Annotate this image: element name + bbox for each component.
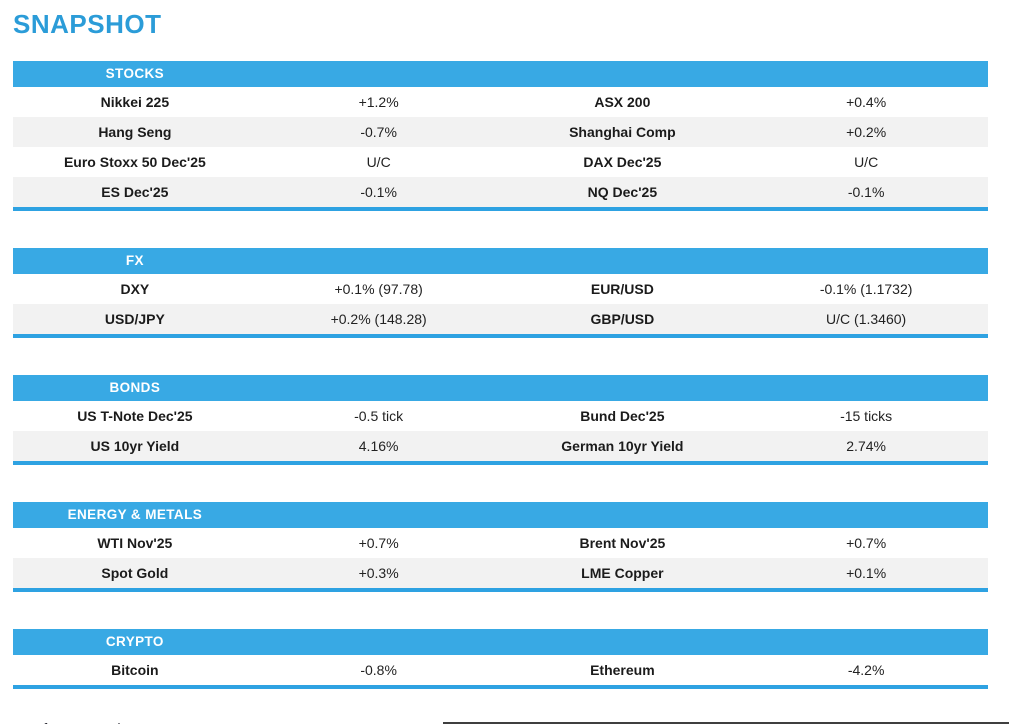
instrument-value: -0.1% (1.1732)	[819, 280, 913, 297]
instrument-value: -0.7%	[360, 123, 397, 140]
section-header: STOCKS	[13, 60, 988, 87]
table-row: WTI Nov'25 +0.7% Brent Nov'25 +0.7%	[13, 527, 988, 558]
instrument-value: +0.7%	[358, 534, 399, 551]
instrument-value: +0.2% (148.28)	[330, 310, 427, 327]
instrument-value: +0.1% (97.78)	[334, 280, 423, 297]
instrument-value: +1.2%	[358, 93, 399, 110]
market-sections: STOCKS Nikkei 225 +1.2% ASX 200 +0.4% Hang Se…	[13, 60, 988, 689]
instrument-label: Bitcoin	[111, 661, 159, 678]
instrument-label: US T-Note Dec'25	[77, 407, 193, 424]
instrument-value: 4.16%	[358, 437, 399, 454]
instrument-value: +0.4%	[846, 93, 887, 110]
instrument-value: -0.1%	[847, 183, 885, 200]
instrument-label: WTI Nov'25	[97, 534, 173, 551]
section-divider	[13, 587, 988, 592]
instrument-label: GBP/USD	[590, 310, 655, 327]
section-header: CRYPTO	[13, 628, 988, 655]
table-row: US 10yr Yield 4.16% German 10yr Yield 2.74%	[13, 430, 988, 461]
section-body: DXY +0.1% (97.78) EUR/USD -0.1% (1.1732) USD…	[13, 273, 988, 334]
section-title: BONDS	[109, 380, 161, 396]
instrument-value: U/C (1.3460)	[826, 310, 907, 327]
section-body: Bitcoin -0.8% Ethereum -4.2%	[13, 654, 988, 685]
instrument-label: NQ Dec'25	[587, 183, 658, 200]
instrument-label: USD/JPY	[104, 310, 165, 327]
instrument-label: LME Copper	[581, 564, 664, 581]
section-body: US T-Note Dec'25 -0.5 tick Bund Dec'25 -15 …	[13, 400, 988, 461]
table-row: Bitcoin -0.8% Ethereum -4.2%	[13, 654, 988, 685]
instrument-label: US 10yr Yield	[90, 437, 180, 454]
instrument-value: U/C	[366, 153, 391, 170]
instrument-label: Euro Stoxx 50 Dec'25	[63, 153, 206, 170]
bottom-divider	[443, 722, 1009, 724]
instrument-value: -0.8%	[360, 661, 397, 678]
section-fx: FX DXY +0.1% (97.78) EUR/USD -0.1% (1.1732) U…	[13, 247, 988, 338]
instrument-label: Spot Gold	[101, 564, 169, 581]
snapshot-content: SNAPSHOT STOCKS Nikkei 225 +1.2% ASX 200 +0.…	[13, 10, 988, 724]
instrument-label: Shanghai Comp	[569, 123, 676, 140]
as-of-timestamp: As of 06:18BST/01:18EDT	[13, 722, 988, 724]
instrument-label: DXY	[120, 280, 150, 297]
table-row: DXY +0.1% (97.78) EUR/USD -0.1% (1.1732)	[13, 273, 988, 304]
table-row: Spot Gold +0.3% LME Copper +0.1%	[13, 557, 988, 588]
section-divider	[13, 333, 988, 338]
section-energy-metals: ENERGY & METALS WTI Nov'25 +0.7% Brent Nov'…	[13, 501, 988, 592]
section-title: STOCKS	[105, 66, 165, 82]
instrument-value: +0.2%	[846, 123, 887, 140]
table-row: USD/JPY +0.2% (148.28) GBP/USD U/C (1.3460)	[13, 303, 988, 334]
page-title: SNAPSHOT	[13, 9, 162, 39]
section-title: CRYPTO	[105, 634, 164, 650]
section-bonds: BONDS US T-Note Dec'25 -0.5 tick Bund Dec'2…	[13, 374, 988, 465]
section-title: FX	[125, 253, 144, 269]
section-body: Nikkei 225 +1.2% ASX 200 +0.4% Hang Seng -0.7…	[13, 86, 988, 207]
table-row: ES Dec'25 -0.1% NQ Dec'25 -0.1%	[13, 176, 988, 207]
instrument-label: Bund Dec'25	[580, 407, 665, 424]
instrument-label: German 10yr Yield	[561, 437, 684, 454]
instrument-value: -0.5 tick	[354, 407, 404, 424]
section-header: BONDS	[13, 374, 988, 401]
table-row: Euro Stoxx 50 Dec'25 U/C DAX Dec'25 U/C	[13, 146, 988, 177]
section-header: FX	[13, 247, 988, 274]
instrument-value: -15 ticks	[840, 407, 893, 424]
section-stocks: STOCKS Nikkei 225 +1.2% ASX 200 +0.4% Hang Se…	[13, 60, 988, 211]
instrument-value: 2.74%	[846, 437, 886, 454]
section-header: ENERGY & METALS	[13, 501, 988, 528]
instrument-value: +0.7%	[846, 534, 887, 551]
section-divider	[13, 684, 988, 689]
instrument-label: Hang Seng	[98, 123, 172, 140]
section-divider	[13, 206, 988, 211]
instrument-value: -4.2%	[847, 661, 885, 678]
instrument-label: EUR/USD	[590, 280, 654, 297]
section-body: WTI Nov'25 +0.7% Brent Nov'25 +0.7% Spot Gol…	[13, 527, 988, 588]
section-divider	[13, 460, 988, 465]
instrument-value: -0.1%	[360, 183, 397, 200]
table-row: Hang Seng -0.7% Shanghai Comp +0.2%	[13, 116, 988, 147]
instrument-label: ES Dec'25	[101, 183, 169, 200]
table-row: Nikkei 225 +1.2% ASX 200 +0.4%	[13, 86, 988, 117]
instrument-label: Brent Nov'25	[579, 534, 666, 551]
instrument-value: +0.1%	[846, 564, 887, 581]
instrument-label: ASX 200	[594, 93, 651, 110]
instrument-label: DAX Dec'25	[583, 153, 662, 170]
section-title: ENERGY & METALS	[67, 507, 203, 523]
table-row: US T-Note Dec'25 -0.5 tick Bund Dec'25 -15 …	[13, 400, 988, 431]
section-crypto: CRYPTO Bitcoin -0.8% Ethereum -4.2%	[13, 628, 988, 689]
instrument-value: U/C	[854, 153, 879, 170]
instrument-label: Nikkei 225	[100, 93, 170, 110]
instrument-label: Ethereum	[590, 661, 655, 678]
instrument-value: +0.3%	[358, 564, 399, 581]
